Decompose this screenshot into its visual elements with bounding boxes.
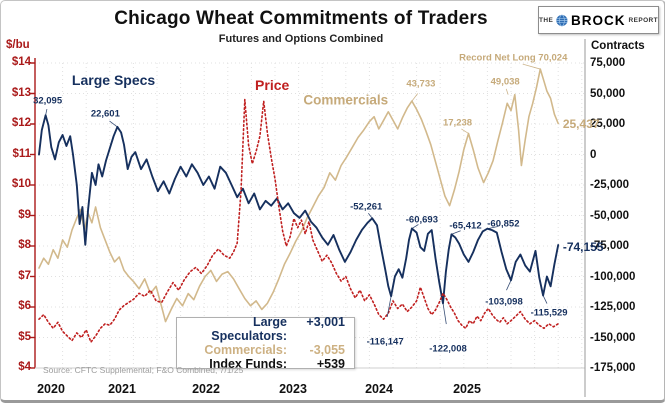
left-axis-tick-label: $5	[18, 330, 31, 343]
series-price	[38, 98, 559, 343]
right-axis-tick-label: -175,000	[590, 362, 636, 374]
x-axis-year-label: 2024	[365, 382, 393, 396]
annotation-leader-line	[542, 295, 548, 304]
annotation-leader-line	[45, 108, 48, 116]
left-axis-tick-label: $10	[11, 178, 31, 190]
annotation--60-852: -60,852	[487, 218, 520, 230]
x-axis-year-label: 2021	[108, 382, 136, 396]
legend-label: Commercials:	[204, 343, 287, 357]
annotation--122-008: -122,008	[429, 343, 467, 355]
annotation--74-155: -74,155	[562, 239, 604, 254]
right-axis-tick-label: -50,000	[590, 209, 630, 222]
right-axis-tick-label: 25,000	[590, 118, 626, 130]
annotation--52-261: -52,261	[350, 201, 383, 213]
annotation--115-529: -115,529	[530, 307, 568, 319]
annotation-32-095: 32,095	[33, 95, 63, 107]
right-axis-title: Contracts	[591, 40, 645, 52]
annotation-leader-line	[487, 226, 498, 230]
page-subtitle: Futures and Options Combined	[218, 33, 384, 45]
x-axis-year-label: 2023	[279, 382, 307, 396]
right-axis-tick-label: -25,000	[590, 179, 630, 191]
annotation-leader-line	[506, 280, 512, 291]
annotation-leader-line	[451, 230, 461, 235]
annotation-leader-line	[442, 303, 447, 325]
annotation-leader-line	[411, 93, 419, 102]
logo-the-label: THE	[539, 16, 554, 24]
right-axis-tick-label: -150,000	[590, 331, 636, 344]
left-axis-title: $/bu	[6, 39, 30, 51]
source-note: Source: CFTC Supplemental; F&O Combined,…	[43, 365, 244, 375]
net-change-legend: Large Speculators: +3,001 Commercials: -…	[176, 315, 355, 371]
annotation-25-437: 25,437	[562, 117, 600, 132]
legend-row-large-speculators: Large Speculators: +3,001	[177, 315, 354, 343]
annotation-leader-line	[109, 120, 118, 128]
annotation-22-601: 22,601	[90, 108, 120, 120]
left-axis-tick-label: $7	[18, 269, 31, 282]
legend-label: Large Speculators:	[211, 315, 287, 343]
left-axis-tick-label: $14	[11, 56, 31, 68]
annotation-49-038: 49,038	[490, 76, 520, 88]
page-title: Chicago Wheat Commitments of Traders	[114, 8, 488, 29]
legend-row-commercials: Commercials: -3,055	[177, 343, 354, 357]
annotation-leader-line	[505, 88, 509, 95]
annotation-43-733: 43,733	[406, 78, 436, 90]
annotation-leader-line	[368, 213, 373, 219]
x-axis-year-label: 2020	[37, 382, 65, 396]
right-axis-tick-label: -100,000	[590, 270, 636, 283]
annotation--116-147: -116,147	[366, 336, 404, 348]
x-axis-year-label: 2025	[453, 382, 481, 396]
annotation-leader-line	[411, 224, 419, 229]
right-axis-tick-label: 0	[590, 148, 597, 161]
brock-globe-icon	[556, 14, 568, 26]
legend-label: Index Funds:	[209, 357, 287, 371]
x-axis-year-label: 2022	[192, 382, 220, 396]
left-axis-tick-label: $13	[11, 86, 31, 99]
annotation--60-693: -60,693	[405, 214, 438, 226]
logo-brock-label: BROCK	[571, 12, 626, 28]
annotation-large-specs: Large Specs	[71, 72, 156, 89]
left-axis-tick-label: $8	[18, 239, 31, 251]
right-axis-tick-label: 50,000	[590, 87, 626, 100]
left-axis-tick-label: $6	[18, 300, 31, 312]
right-axis-tick-label: 75,000	[590, 57, 626, 69]
left-axis-tick-label: $11	[12, 147, 31, 160]
left-axis-tick-label: $4	[18, 361, 31, 373]
legend-row-index-funds: Index Funds: +539	[177, 357, 354, 371]
left-axis-tick-label: $12	[11, 117, 31, 129]
annotation-commercials: Commercials	[303, 92, 389, 108]
annotation--103-098: -103,098	[485, 296, 523, 308]
annotation-leader-line	[386, 296, 392, 317]
annotation-record-net-long-70-024: Record Net Long 70,024	[459, 52, 568, 64]
legend-value: -3,055	[309, 343, 345, 357]
annotation-price: Price	[255, 76, 290, 93]
annotation--65-412: -65,412	[449, 220, 482, 232]
series-large-specs	[38, 114, 560, 305]
brock-report-logo: THE BROCK REPORT	[538, 6, 659, 34]
annotation-leader-line	[461, 128, 469, 134]
annotation-leader-line	[522, 63, 541, 70]
right-axis-tick-label: -125,000	[590, 301, 636, 313]
series-commercials	[38, 68, 559, 323]
right-axis-tick-label: -75,000	[590, 240, 630, 252]
legend-value: +3,001	[306, 315, 345, 329]
annotation-17-238: 17,238	[442, 117, 473, 129]
logo-report-label: REPORT	[628, 16, 658, 24]
left-axis-tick-label: $9	[18, 208, 31, 221]
legend-value: +539	[316, 357, 345, 371]
